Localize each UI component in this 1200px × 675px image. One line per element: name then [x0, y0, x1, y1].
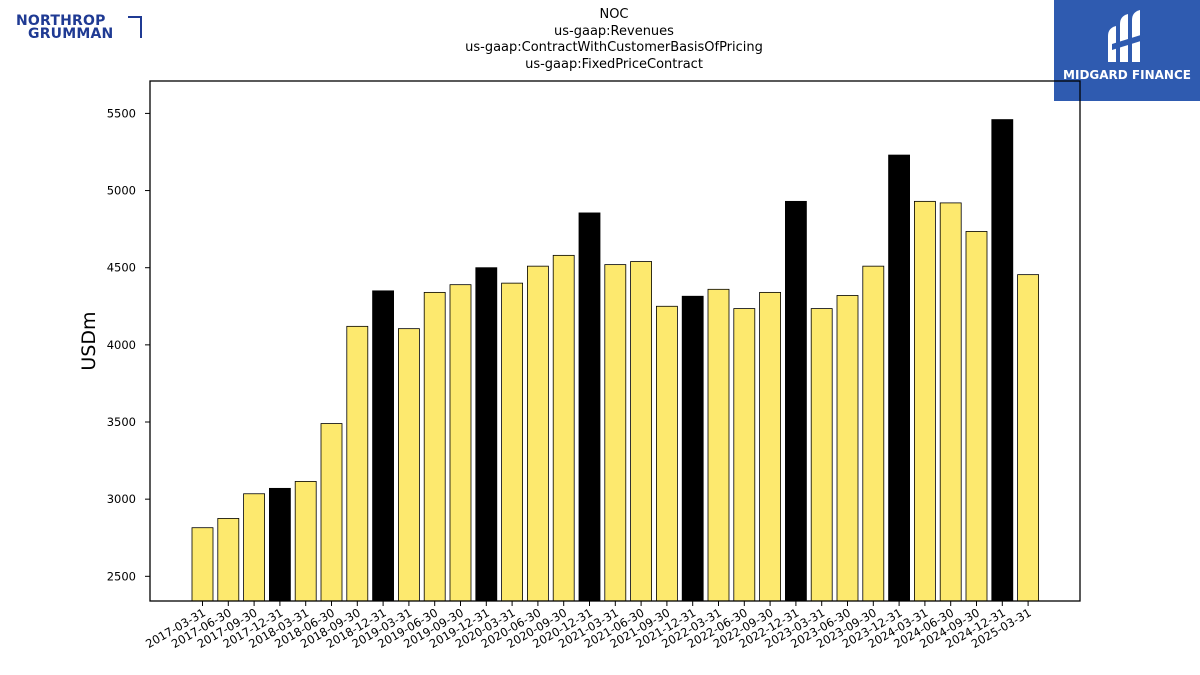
bar-2021-12-31 — [681, 295, 704, 602]
y-tick-label: 4000 — [107, 338, 136, 352]
midgard-finance-logo: MIDGARD FINANCE — [1054, 0, 1200, 101]
bar-2021-09-30 — [656, 305, 678, 602]
brand-name: MIDGARD FINANCE — [1063, 68, 1191, 82]
bar-2024-12-31 — [991, 119, 1014, 602]
bar-2017-09-30 — [243, 493, 266, 602]
bar-2024-03-31 — [914, 200, 936, 602]
bar-2019-03-31 — [397, 328, 420, 602]
y-tick-label: 3500 — [107, 415, 136, 429]
bar-2022-06-30 — [733, 308, 756, 602]
bar-2020-12-31 — [578, 212, 601, 602]
y-tick-label: 2500 — [107, 569, 136, 583]
logo-line-2: GRUMMAN — [28, 26, 114, 42]
y-tick-label: 5000 — [107, 184, 136, 198]
logo-line-1: NORTHROP — [16, 13, 106, 29]
bar-2022-12-31 — [785, 200, 807, 602]
bar-2018-06-30 — [320, 423, 343, 602]
bar-2017-12-31 — [268, 487, 291, 602]
bar-2017-06-30 — [217, 518, 240, 602]
y-tick-label: 4500 — [107, 261, 136, 275]
bar-2023-09-30 — [862, 265, 885, 602]
bar-2017-03-31 — [191, 527, 214, 602]
logo-bracket — [128, 16, 142, 38]
plot-frame — [149, 80, 1081, 602]
bar-2020-06-30 — [527, 265, 549, 602]
title-line-concept: us-gaap:Revenues — [554, 23, 674, 39]
y-tick-label: 5500 — [107, 106, 136, 120]
y-axis-label: USDm — [78, 311, 100, 370]
bar-2021-06-30 — [630, 261, 652, 602]
bar-2024-09-30 — [965, 231, 988, 602]
bar-2018-12-31 — [372, 290, 395, 602]
y-axis: 2500 3000 3500 4000 4500 5000 5500 — [107, 106, 150, 583]
midgard-mark-icon — [1108, 10, 1144, 62]
bar-2020-03-31 — [501, 282, 524, 602]
title-line-member: us-gaap:FixedPriceContract — [525, 56, 703, 72]
bar-2022-09-30 — [759, 291, 781, 602]
bar-2023-12-31 — [888, 154, 910, 602]
bar-2021-03-31 — [604, 264, 627, 602]
chart-title: NOC us-gaap:Revenues us-gaap:ContractWit… — [300, 7, 928, 73]
bar-2019-09-30 — [449, 284, 472, 602]
bar-2018-09-30 — [346, 325, 369, 602]
northrop-grumman-logo: NORTHROP GRUMMAN — [14, 13, 142, 42]
bar-2022-03-31 — [707, 288, 730, 602]
bar-2023-03-31 — [810, 308, 833, 602]
y-tick-label: 3000 — [107, 492, 136, 506]
bar-2023-06-30 — [836, 295, 859, 602]
bar-2019-06-30 — [423, 291, 446, 602]
bar-2025-03-31 — [1017, 274, 1039, 602]
bar-2020-09-30 — [552, 254, 575, 602]
title-line-axis: us-gaap:ContractWithCustomerBasisOfPrici… — [465, 40, 763, 55]
title-line-ticker: NOC — [599, 7, 629, 22]
bar-2019-12-31 — [475, 267, 498, 602]
x-axis: 2017-03-312017-06-302017-09-302017-12-31… — [143, 601, 1034, 651]
bar-2024-06-30 — [939, 202, 962, 602]
bars-group — [191, 119, 1039, 602]
bar-2018-03-31 — [294, 481, 317, 602]
